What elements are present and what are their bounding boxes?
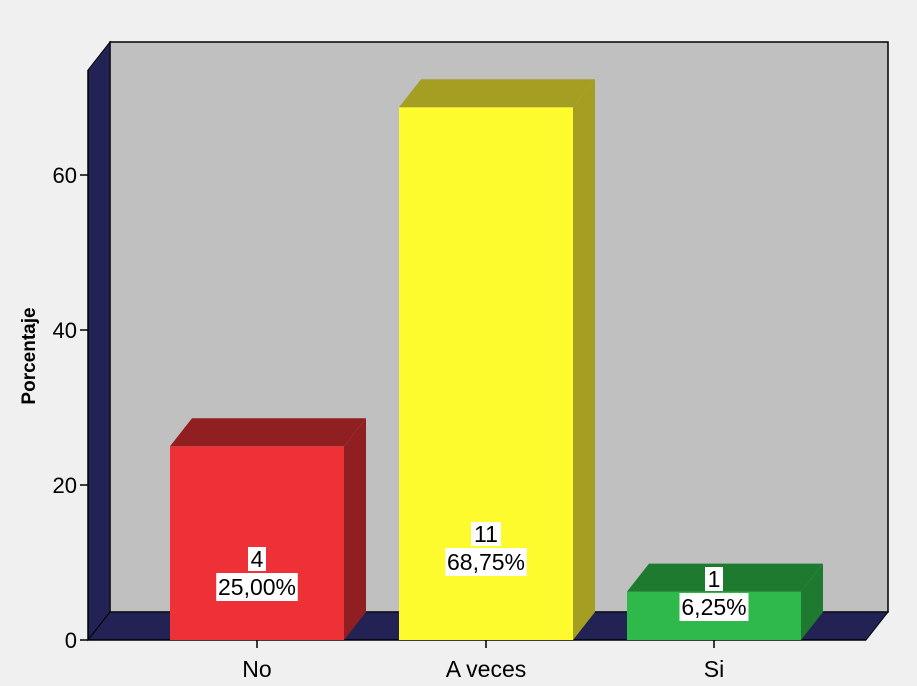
data-label-percent-bg bbox=[445, 548, 527, 576]
bar-top bbox=[399, 79, 595, 108]
data-label-count: 1 bbox=[708, 566, 721, 592]
bar: 425,00% bbox=[170, 418, 366, 640]
bar-top bbox=[170, 418, 366, 447]
data-label-percent: 25,00% bbox=[218, 574, 296, 600]
plot-side-wall bbox=[87, 40, 111, 642]
data-label-count-bg bbox=[471, 522, 501, 546]
x-tick-label: Si bbox=[704, 656, 724, 682]
x-tick-label: A veces bbox=[446, 656, 527, 682]
y-axis-label: Porcentaje bbox=[19, 307, 40, 404]
y-tick-label: 0 bbox=[65, 628, 77, 653]
data-label-percent-bg bbox=[216, 573, 298, 601]
bar-side bbox=[801, 563, 823, 640]
data-label-count: 4 bbox=[251, 546, 264, 572]
data-label-count: 11 bbox=[474, 521, 498, 547]
data-label-count-bg bbox=[248, 547, 266, 571]
bar-front bbox=[170, 446, 344, 640]
y-tick-label: 60 bbox=[53, 163, 77, 188]
bar-top bbox=[627, 563, 823, 592]
data-label-percent: 68,75% bbox=[447, 549, 525, 575]
y-tick-label: 20 bbox=[53, 473, 77, 498]
bar-side bbox=[573, 79, 595, 640]
y-tick-label: 40 bbox=[53, 318, 77, 343]
bar-side bbox=[344, 418, 366, 640]
data-label-percent-bg bbox=[679, 593, 749, 621]
data-label-percent: 6,25% bbox=[681, 594, 746, 620]
bar: 16,25% bbox=[627, 563, 823, 640]
data-label-count-bg bbox=[705, 567, 723, 591]
x-axis-labels: No A veces Si bbox=[242, 640, 724, 682]
x-tick-label: No bbox=[242, 656, 271, 682]
